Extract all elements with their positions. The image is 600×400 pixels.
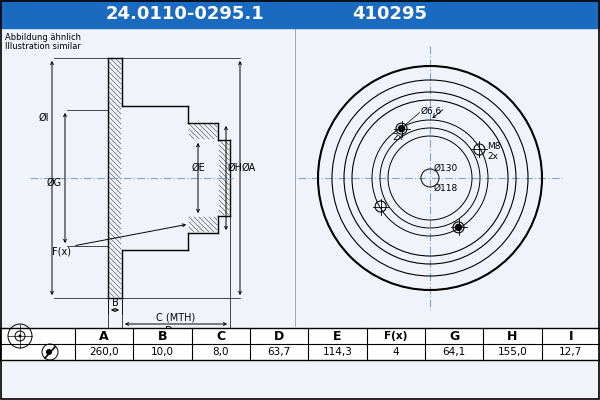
Circle shape — [46, 349, 52, 355]
Text: F(x): F(x) — [52, 247, 71, 257]
Text: 114,3: 114,3 — [323, 347, 352, 357]
Text: 10,0: 10,0 — [151, 347, 174, 357]
Text: D: D — [165, 326, 173, 336]
Text: 2x: 2x — [487, 152, 499, 161]
Text: 24.0110-0295.1: 24.0110-0295.1 — [106, 5, 265, 23]
Circle shape — [398, 126, 404, 132]
Circle shape — [455, 224, 461, 230]
Bar — [0, 0, 600, 28]
Text: M8: M8 — [487, 142, 501, 151]
Text: ØI: ØI — [38, 113, 49, 123]
Text: 260,0: 260,0 — [89, 347, 119, 357]
Text: Ø118: Ø118 — [434, 184, 458, 192]
Text: ØH: ØH — [228, 163, 243, 173]
Text: D: D — [274, 330, 284, 342]
Text: A: A — [100, 330, 109, 342]
Text: G: G — [449, 330, 459, 342]
Text: C (MTH): C (MTH) — [157, 312, 196, 322]
Text: F(x): F(x) — [384, 331, 407, 341]
Text: ØE: ØE — [191, 163, 205, 173]
Text: E: E — [333, 330, 342, 342]
Text: B: B — [112, 298, 118, 308]
Text: 64,1: 64,1 — [443, 347, 466, 357]
Text: H: H — [508, 330, 518, 342]
Text: C: C — [216, 330, 226, 342]
Bar — [0, 328, 600, 360]
Text: I: I — [569, 330, 573, 342]
Text: Ø6,6: Ø6,6 — [421, 107, 442, 116]
Text: 8,0: 8,0 — [212, 347, 229, 357]
Circle shape — [19, 334, 22, 338]
Text: 63,7: 63,7 — [268, 347, 291, 357]
Text: Abbildung ähnlich: Abbildung ähnlich — [5, 33, 81, 42]
Text: 155,0: 155,0 — [497, 347, 527, 357]
Text: 12,7: 12,7 — [559, 347, 583, 357]
Text: Illustration similar: Illustration similar — [5, 42, 81, 51]
Text: ØA: ØA — [242, 163, 256, 173]
Text: ØG: ØG — [47, 178, 62, 188]
Text: B: B — [158, 330, 167, 342]
Text: 410295: 410295 — [353, 5, 427, 23]
Text: Ø130: Ø130 — [434, 164, 458, 172]
Text: 4: 4 — [392, 347, 399, 357]
Text: 2x: 2x — [392, 133, 403, 142]
